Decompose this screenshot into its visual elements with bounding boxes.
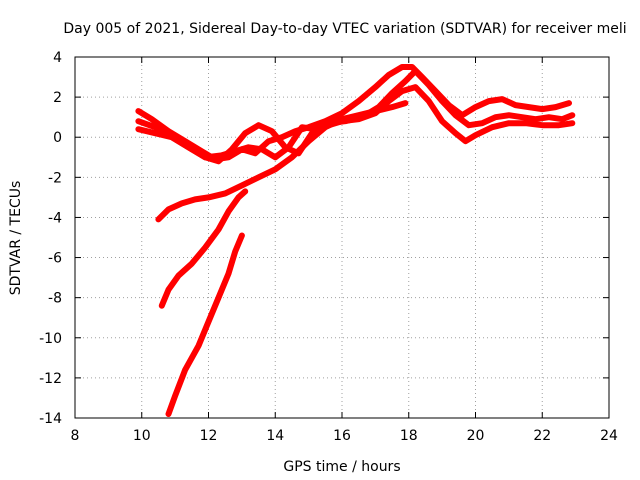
y-tick-label: -4 bbox=[48, 210, 62, 226]
x-tick-label: 10 bbox=[133, 428, 151, 444]
series-track-6 bbox=[165, 232, 245, 417]
x-tick-label: 8 bbox=[71, 428, 80, 444]
x-tick-label: 14 bbox=[266, 428, 284, 444]
x-tick-label: 12 bbox=[200, 428, 218, 444]
x-tick-label: 20 bbox=[467, 428, 485, 444]
y-tick-label: -14 bbox=[39, 411, 62, 427]
y-tick-label: -12 bbox=[39, 371, 62, 387]
y-tick-label: 4 bbox=[53, 50, 62, 66]
series-track-3 bbox=[135, 84, 576, 161]
data-series bbox=[135, 64, 576, 417]
x-axis-label: GPS time / hours bbox=[283, 459, 400, 475]
y-tick-label: 2 bbox=[53, 90, 62, 106]
y-tick-label: 0 bbox=[53, 130, 62, 146]
x-tick-label: 24 bbox=[600, 428, 618, 444]
y-tick-label: -8 bbox=[48, 291, 62, 307]
chart-title: Day 005 of 2021, Sidereal Day-to-day VTE… bbox=[63, 21, 626, 37]
series-track-5 bbox=[158, 188, 249, 309]
x-tick-label: 18 bbox=[400, 428, 418, 444]
series-track-4 bbox=[155, 100, 409, 223]
x-tick-label: 22 bbox=[533, 428, 551, 444]
y-tick-label: -10 bbox=[39, 331, 62, 347]
y-axis-label: SDTVAR / TECUs bbox=[8, 181, 24, 296]
y-tick-label: -2 bbox=[48, 170, 62, 186]
y-tick-label: -6 bbox=[48, 251, 62, 267]
x-tick-label: 16 bbox=[333, 428, 351, 444]
